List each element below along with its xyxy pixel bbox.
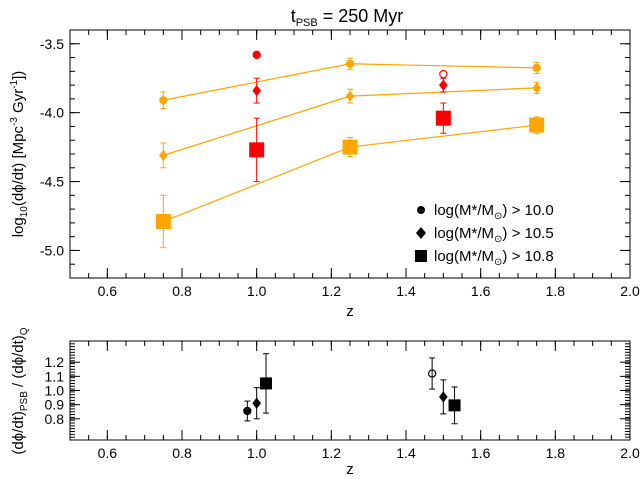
- ratio-point-circle: [243, 406, 252, 416]
- x-tick-label: 1.0: [247, 283, 267, 299]
- y-tick-label: 1.1: [45, 368, 65, 384]
- legend: log(M*/M⊙) > 10.0 log(M*/M⊙) > 10.5 log(…: [415, 202, 554, 268]
- y-tick-label: -3.5: [40, 36, 64, 52]
- model-point-circle: [345, 59, 355, 68]
- model-point-circle: [159, 96, 168, 105]
- model-point-diamond: [345, 90, 355, 102]
- x-tick-label: 1.2: [322, 283, 342, 299]
- x-tick-label: 1.8: [546, 283, 566, 299]
- observed-point-diamond: [439, 79, 448, 91]
- chart-title: tPSB = 250 Myr: [291, 6, 404, 29]
- x-tick-label: 1.6: [471, 445, 491, 461]
- top-axis-ticks: 0.6 0.8 1.0 1.2 1.4 1.6 1.8 2.0 -3.5 -4.0 -4.5 -5.0: [40, 29, 640, 299]
- bottom-panel: 0.6 0.8 1.0 1.2 1.4 1.6 1.8 2.00.80.91.01.11.2 …: [10, 327, 640, 478]
- x-tick-label: 1.4: [396, 445, 416, 461]
- bottom-plot-frame: [69, 340, 631, 441]
- x-tick-label: 1.4: [396, 283, 416, 299]
- ratio-point-circle: [427, 369, 437, 378]
- bottom-axis-ticks: 0.6 0.8 1.0 1.2 1.4 1.6 1.8 2.00.80.91.01.11.2: [45, 340, 640, 461]
- legend-square-marker: [415, 250, 427, 262]
- model-point-circle: [532, 63, 541, 73]
- observed-point-square: [435, 110, 451, 126]
- ratio-point-diamond: [252, 397, 261, 409]
- x-tick-label: 0.8: [172, 445, 192, 461]
- model-point-square: [342, 139, 358, 155]
- top-x-axis-label: z: [346, 303, 354, 320]
- model-point-square: [155, 214, 171, 230]
- observed-point-circle: [439, 69, 448, 79]
- y-tick-label: 0.8: [45, 411, 65, 427]
- x-tick-label: 1.2: [322, 445, 342, 461]
- y-tick-label: -4.0: [40, 105, 64, 121]
- legend-diamond-marker: [416, 227, 426, 239]
- y-tick-label: -5.0: [40, 242, 64, 258]
- x-tick-label: 1.8: [546, 445, 566, 461]
- ratio-point-square: [260, 377, 272, 390]
- legend-label-10.0: log(M*/M⊙) > 10.0: [434, 202, 554, 222]
- ratio-point-diamond: [439, 391, 448, 403]
- x-tick-label: 1.6: [471, 283, 491, 299]
- observed-point-circle: [252, 50, 261, 59]
- model-point-square: [529, 117, 545, 133]
- x-tick-label: 0.8: [172, 283, 192, 299]
- x-tick-label: 0.6: [98, 283, 118, 299]
- y-tick-label: 0.9: [45, 397, 65, 413]
- top-y-axis-label: log10(dϕ/dt) [Mpc-3 Gyr-1]): [9, 71, 30, 238]
- x-tick-label: 2.0: [620, 445, 640, 461]
- top-series-group: [155, 50, 545, 249]
- model-point-diamond: [159, 149, 168, 162]
- ratio-point-square: [448, 399, 461, 412]
- y-tick-label: 1.0: [45, 383, 65, 399]
- y-tick-label: 1.2: [45, 354, 65, 370]
- x-tick-label: 0.6: [98, 445, 118, 461]
- bottom-x-axis-label: z: [346, 461, 354, 478]
- model-point-diamond: [532, 82, 541, 94]
- legend-circle-marker: [417, 206, 425, 214]
- top-panel: 0.6 0.8 1.0 1.2 1.4 1.6 1.8 2.0 -3.5 -4.0 -4.5 -5.0…: [9, 29, 640, 320]
- observed-point-diamond: [252, 84, 261, 97]
- bottom-y-axis-label: (dϕ/dt)PSB / (dϕ/dt)Q: [10, 327, 30, 454]
- legend-label-10.8: log(M*/M⊙) > 10.8: [434, 248, 554, 268]
- legend-label-10.5: log(M*/M⊙) > 10.5: [434, 225, 554, 245]
- bottom-points-group: [243, 353, 461, 425]
- x-tick-label: 1.0: [247, 445, 267, 461]
- observed-point-square: [249, 142, 265, 158]
- x-tick-label: 2.0: [620, 283, 640, 299]
- y-tick-label: -4.5: [40, 174, 64, 190]
